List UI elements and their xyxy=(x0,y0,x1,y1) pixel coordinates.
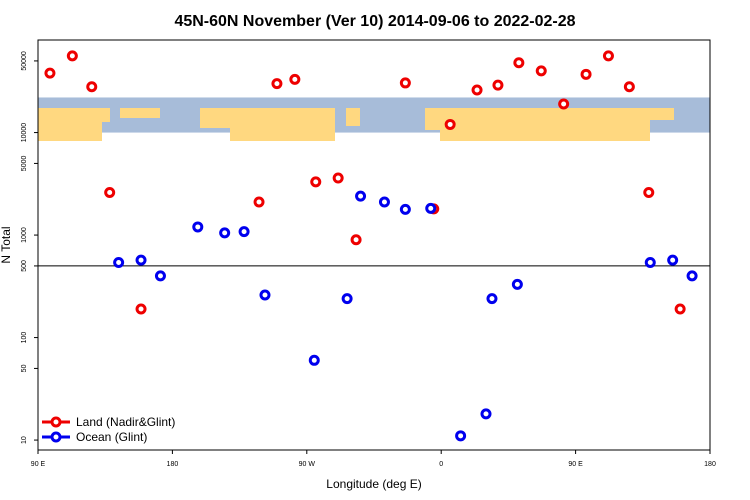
ocean-point-1 xyxy=(135,254,147,266)
legend-marker-land xyxy=(50,416,62,428)
ocean-point-15 xyxy=(486,293,498,305)
plot-frame xyxy=(37,39,711,451)
land-point-6 xyxy=(271,78,283,90)
ocean-point-16 xyxy=(511,278,523,290)
land-point-10 xyxy=(350,234,362,246)
y-tick-label-0: 10 xyxy=(21,436,28,444)
land-point-13 xyxy=(444,118,456,130)
y-axis: 10 50 100 500 1000 5000 10000 50000 xyxy=(21,51,38,444)
land-point-22 xyxy=(643,187,655,199)
ocean-point-14 xyxy=(480,408,492,420)
x-tick-label-3: 0 xyxy=(439,461,443,468)
land-canada-west xyxy=(230,108,275,141)
ocean-point-0 xyxy=(113,256,125,268)
land-asia-mid xyxy=(102,108,110,122)
map-band xyxy=(38,97,710,141)
land-point-16 xyxy=(513,57,525,69)
land-point-23 xyxy=(674,303,686,315)
land-point-2 xyxy=(86,81,98,93)
ocean-point-8 xyxy=(341,293,353,305)
land-kamchatka-east xyxy=(650,108,674,120)
ocean-point-3 xyxy=(192,221,204,233)
map-land xyxy=(38,108,674,141)
ocean-point-11 xyxy=(399,203,411,215)
points-layer xyxy=(44,50,698,442)
land-asia-west xyxy=(38,108,102,141)
y-tick-label-2: 100 xyxy=(21,332,28,344)
land-point-8 xyxy=(310,176,322,188)
land-point-19 xyxy=(580,68,592,80)
chart-title: 45N-60N November (Ver 10) 2014-09-06 to … xyxy=(174,13,575,30)
legend-label-ocean: Ocean (Glint) xyxy=(76,430,147,444)
land-point-1 xyxy=(66,50,78,62)
y-tick-label-3: 500 xyxy=(21,260,28,272)
land-point-18 xyxy=(558,98,570,110)
y-axis-label: N Total xyxy=(0,226,13,263)
y-tick-label-6: 10000 xyxy=(21,123,28,143)
y-tick-label-4: 1000 xyxy=(21,227,28,243)
land-point-20 xyxy=(602,50,614,62)
x-tick-label-4: 90 E xyxy=(568,461,583,468)
land-russia xyxy=(520,108,650,141)
legend: Land (Nadir&Glint) Ocean (Glint) xyxy=(42,415,175,444)
y-tick-label-7: 50000 xyxy=(21,51,28,71)
land-point-9 xyxy=(332,172,344,184)
ocean-point-6 xyxy=(259,289,271,301)
ocean-point-18 xyxy=(667,254,679,266)
ocean-point-4 xyxy=(219,227,231,239)
ocean-point-12 xyxy=(425,202,437,214)
x-axis: 90 E 180 90 W 0 90 E 180 xyxy=(31,450,716,468)
x-tick-label-0: 90 E xyxy=(31,461,46,468)
land-point-14 xyxy=(471,84,483,96)
land-point-15 xyxy=(492,79,504,91)
ocean-point-10 xyxy=(378,196,390,208)
land-point-3 xyxy=(104,187,116,199)
x-tick-label-5: 180 xyxy=(704,461,716,468)
ocean-point-13 xyxy=(455,430,467,442)
ocean-point-5 xyxy=(238,226,250,238)
ocean-point-7 xyxy=(308,354,320,366)
land-point-17 xyxy=(535,65,547,77)
x-axis-label: Longitude (deg E) xyxy=(326,477,421,491)
land-point-7 xyxy=(289,73,301,85)
x-tick-label-2: 90 W xyxy=(299,461,316,468)
land-point-21 xyxy=(623,81,635,93)
y-tick-label-5: 5000 xyxy=(21,156,28,172)
land-point-0 xyxy=(44,67,56,79)
land-point-11 xyxy=(399,77,411,89)
ocean-point-9 xyxy=(355,190,367,202)
land-canada-east xyxy=(275,108,335,141)
land-scandinavia xyxy=(425,108,440,130)
land-point-4 xyxy=(135,303,147,315)
legend-marker-ocean xyxy=(50,431,62,443)
land-kamchatka xyxy=(120,108,160,118)
ocean-point-17 xyxy=(644,256,656,268)
legend-label-land: Land (Nadir&Glint) xyxy=(76,415,175,429)
ocean-point-2 xyxy=(154,270,166,282)
land-point-5 xyxy=(253,196,265,208)
ocean-point-19 xyxy=(686,270,698,282)
y-tick-label-1: 50 xyxy=(21,364,28,372)
land-labrador xyxy=(346,108,360,126)
x-tick-label-1: 180 xyxy=(167,461,179,468)
